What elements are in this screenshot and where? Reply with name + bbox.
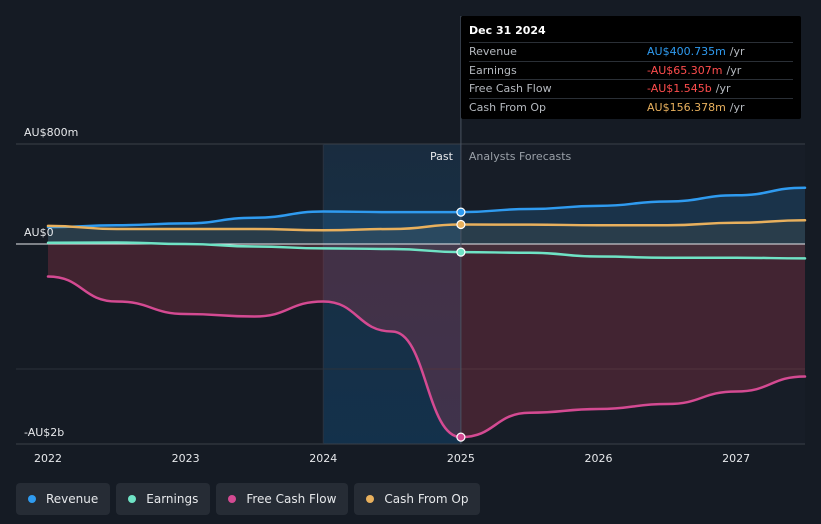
tooltip-row-earnings: Earnings -AU$65.307m /yr (469, 60, 793, 80)
x-tick-label: 2023 (172, 452, 200, 465)
tooltip-label: Free Cash Flow (469, 82, 552, 95)
tooltip-label: Earnings (469, 63, 517, 77)
legend-item-cash-from-op[interactable]: Cash From Op (354, 483, 481, 515)
y-tick-label: AU$800m (24, 126, 78, 139)
legend-item-revenue[interactable]: Revenue (16, 483, 111, 515)
tooltip-label: Revenue (469, 45, 517, 58)
x-tick-label: 2022 (34, 452, 62, 465)
free-cash-flow-line (46, 275, 807, 439)
legend-dot-icon (366, 495, 375, 503)
legend-dot-icon (28, 495, 36, 503)
revenue-marker (456, 207, 466, 217)
free-cash-flow-area (48, 244, 805, 438)
legend-item-earnings[interactable]: Earnings (116, 483, 211, 515)
cash-from-op-line (46, 219, 807, 232)
y-tick-label: -AU$2b (24, 426, 64, 439)
x-tick-label: 2025 (447, 452, 475, 465)
tooltip-value: AU$400.735m (647, 45, 726, 58)
cash-from-op-marker (456, 219, 466, 230)
x-tick-label: 2027 (722, 452, 750, 465)
legend-item-free-cash-flow[interactable]: Free Cash Flow (216, 483, 349, 515)
legend: Revenue Earnings Free Cash Flow Cash Fro… (16, 483, 481, 515)
earnings-line (46, 241, 807, 260)
x-tick-label: 2024 (309, 452, 337, 465)
tooltip-unit: /yr (726, 63, 742, 77)
tooltip-row-free-cash-flow: Free Cash Flow -AU$1.545b /yr (469, 79, 793, 98)
y-tick-label: AU$0 (24, 226, 54, 239)
forecast-label: Analysts Forecasts (469, 150, 572, 163)
tooltip-value: AU$156.378m (647, 100, 726, 114)
past-label: Past (430, 150, 454, 163)
legend-dot-icon (128, 495, 137, 503)
earnings-marker (456, 247, 466, 257)
legend-label: Cash From Op (384, 492, 469, 506)
tooltip-value: -AU$1.545b (647, 82, 712, 95)
free-cash-flow-marker (456, 432, 466, 442)
legend-label: Revenue (46, 492, 99, 506)
tooltip-value: -AU$65.307m (647, 63, 723, 77)
tooltip-date: Dec 31 2024 (469, 24, 546, 37)
legend-label: Earnings (146, 492, 199, 506)
revenue-line (46, 186, 807, 229)
tooltip-unit: /yr (729, 100, 745, 114)
legend-dot-icon (228, 495, 237, 503)
x-tick-label: 2026 (585, 452, 613, 465)
tooltip-row-revenue: Revenue AU$400.735m /yr (469, 42, 793, 61)
past-highlight-region (323, 144, 461, 444)
tooltip-unit: /yr (715, 82, 731, 95)
tooltip-row-cash-from-op: Cash From Op AU$156.378m /yr (469, 97, 793, 117)
legend-label: Free Cash Flow (246, 492, 337, 506)
tooltip-unit: /yr (729, 45, 745, 58)
tooltip-label: Cash From Op (469, 100, 547, 114)
tooltip: Dec 31 2024 Revenue AU$400.735m /yr Earn… (461, 16, 801, 119)
